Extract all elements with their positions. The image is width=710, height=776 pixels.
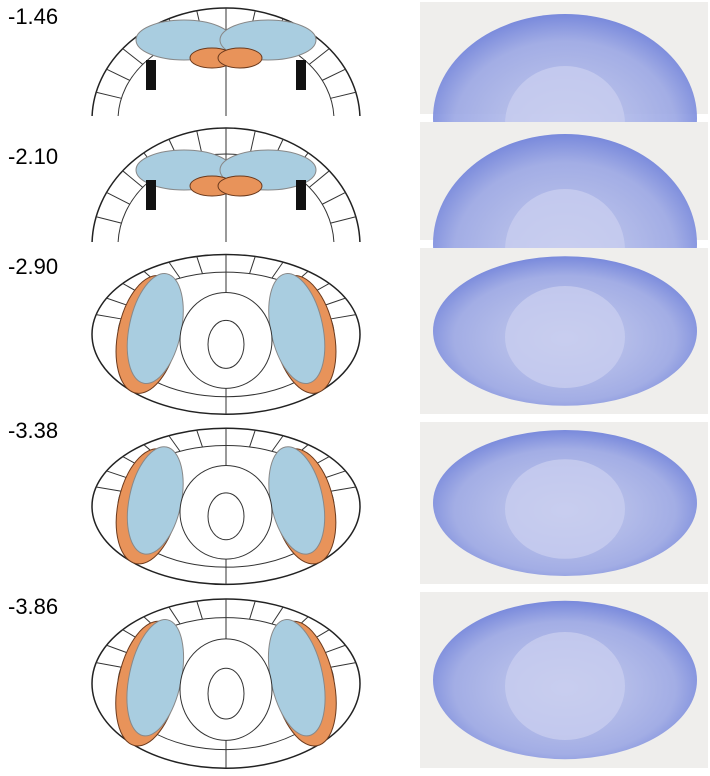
ventricle (146, 180, 156, 210)
atlas-section (92, 428, 360, 584)
region-orange (218, 176, 262, 196)
midbrain (180, 292, 272, 388)
tissue-core (505, 286, 625, 388)
figure: -1.46 -2.10 -2.90 -3.38 -3.86 (0, 0, 710, 776)
atlas-section (92, 255, 360, 415)
section-label: -2.90 (8, 254, 58, 279)
stained-section (420, 248, 708, 414)
ventricle (146, 60, 156, 90)
ventricle (296, 60, 306, 90)
page: -1.46-2.10-2.90-3.38-3.86 (() => { const… (0, 0, 710, 776)
region-orange (218, 48, 262, 68)
tissue-core (505, 632, 625, 740)
ventricle (296, 180, 306, 210)
tissue-core (505, 459, 625, 559)
section-label: -2.10 (8, 144, 58, 169)
stained-section (420, 592, 708, 768)
section-label: -1.46 (8, 4, 58, 29)
section-label: -3.86 (8, 594, 58, 619)
midbrain (180, 466, 272, 560)
stained-section (420, 422, 708, 584)
midbrain (180, 639, 272, 741)
atlas-section (92, 599, 360, 768)
section-label: -3.38 (8, 418, 58, 443)
